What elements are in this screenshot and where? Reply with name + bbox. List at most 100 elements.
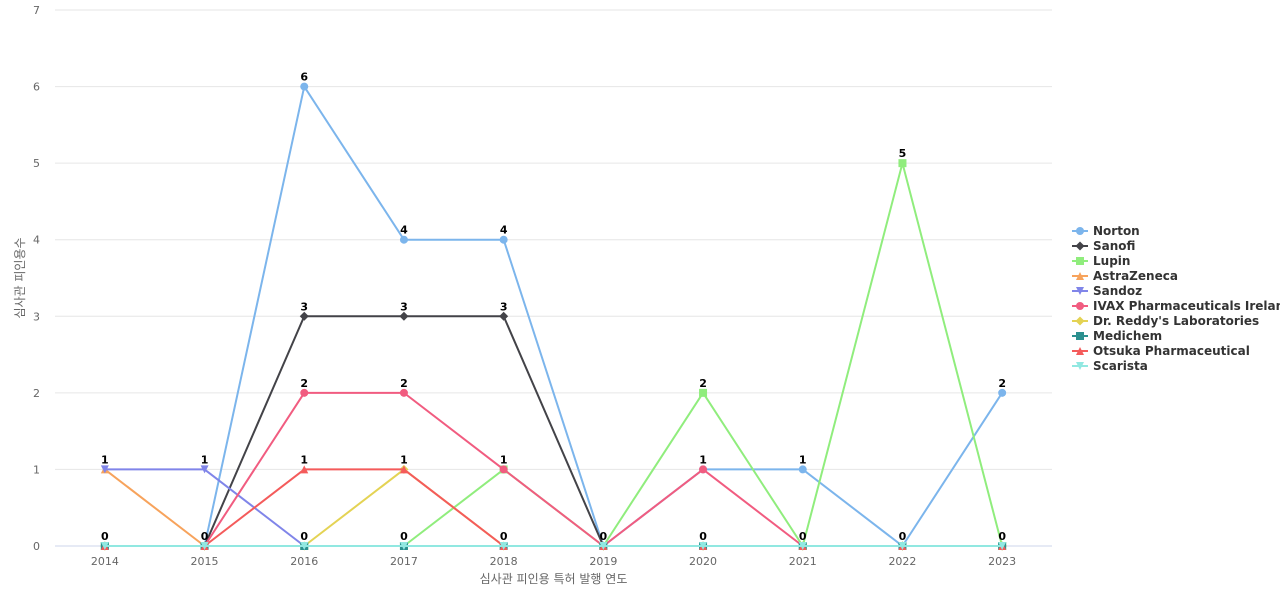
data-point[interactable] bbox=[399, 542, 408, 550]
series-lupin bbox=[100, 159, 1007, 550]
legend-item-astrazeneca[interactable]: AstraZeneca bbox=[1072, 269, 1178, 283]
legend-label: Lupin bbox=[1093, 254, 1130, 268]
data-point[interactable] bbox=[699, 388, 708, 397]
data-point[interactable] bbox=[399, 235, 408, 244]
data-point[interactable] bbox=[499, 465, 508, 474]
data-point[interactable] bbox=[798, 542, 807, 550]
y-tick-label: 4 bbox=[33, 234, 40, 247]
data-point[interactable] bbox=[200, 542, 209, 550]
legend-item-scarista[interactable]: Scarista bbox=[1072, 359, 1148, 373]
data-point[interactable] bbox=[100, 542, 109, 550]
legend-item-norton[interactable]: Norton bbox=[1072, 224, 1140, 238]
data-point[interactable] bbox=[100, 465, 109, 474]
legend-item-medichem[interactable]: Medichem bbox=[1072, 329, 1162, 343]
y-tick-label: 1 bbox=[33, 463, 40, 476]
y-tick-label: 0 bbox=[33, 540, 40, 553]
data-label: 0 bbox=[699, 530, 707, 543]
legend-label: Norton bbox=[1093, 224, 1140, 238]
legend-marker[interactable] bbox=[1076, 257, 1084, 265]
y-tick-label: 7 bbox=[33, 4, 40, 17]
data-label: 5 bbox=[899, 147, 907, 160]
series-lines bbox=[100, 82, 1007, 551]
legend-item-ivax-pharmaceuticals-ireland[interactable]: IVAX Pharmaceuticals Ireland bbox=[1072, 299, 1280, 313]
x-tick-label: 2015 bbox=[191, 555, 219, 568]
data-point[interactable] bbox=[898, 542, 907, 550]
data-label: 2 bbox=[998, 377, 1006, 390]
legend-marker[interactable] bbox=[1075, 316, 1085, 326]
legend-label: IVAX Pharmaceuticals Ireland bbox=[1093, 299, 1280, 313]
legend-marker[interactable] bbox=[1076, 287, 1084, 295]
data-point[interactable] bbox=[300, 542, 309, 550]
y-tick-label: 2 bbox=[33, 387, 40, 400]
data-point[interactable] bbox=[399, 465, 408, 474]
legend-marker[interactable] bbox=[1076, 362, 1084, 370]
legend-item-lupin[interactable]: Lupin bbox=[1072, 254, 1130, 268]
legend-marker[interactable] bbox=[1075, 241, 1085, 251]
legend-label: Otsuka Pharmaceutical bbox=[1093, 344, 1250, 358]
data-point[interactable] bbox=[200, 465, 209, 474]
data-point[interactable] bbox=[499, 542, 508, 550]
x-axis-title: 심사관 피인용 특허 발행 연도 bbox=[480, 571, 628, 586]
data-point[interactable] bbox=[998, 388, 1007, 397]
data-point[interactable] bbox=[699, 465, 708, 474]
data-point[interactable] bbox=[699, 542, 708, 550]
x-tick-label: 2021 bbox=[789, 555, 817, 568]
x-tick-label: 2019 bbox=[589, 555, 617, 568]
data-label: 0 bbox=[101, 530, 109, 543]
x-tick-label: 2018 bbox=[490, 555, 518, 568]
data-label: 4 bbox=[400, 224, 408, 237]
legend-item-otsuka-pharmaceutical[interactable]: Otsuka Pharmaceutical bbox=[1072, 344, 1250, 358]
data-label: 0 bbox=[799, 530, 807, 543]
data-label: 0 bbox=[201, 530, 209, 543]
data-point[interactable] bbox=[299, 311, 309, 321]
data-point[interactable] bbox=[300, 465, 309, 474]
legend-marker[interactable] bbox=[1076, 272, 1084, 280]
grid-lines bbox=[55, 9, 1052, 470]
legend-label: Scarista bbox=[1093, 359, 1148, 373]
legend-label: Dr. Reddy's Laboratories bbox=[1093, 314, 1259, 328]
data-label: 3 bbox=[400, 300, 408, 313]
x-tick-label: 2014 bbox=[91, 555, 119, 568]
legend-marker[interactable] bbox=[1076, 227, 1084, 235]
data-point[interactable] bbox=[300, 388, 309, 397]
data-label: 1 bbox=[101, 453, 109, 466]
legend-item-sandoz[interactable]: Sandoz bbox=[1072, 284, 1142, 298]
legend-marker[interactable] bbox=[1076, 302, 1084, 310]
data-label: 3 bbox=[300, 300, 308, 313]
data-label: 1 bbox=[799, 453, 807, 466]
data-point[interactable] bbox=[399, 311, 409, 321]
data-label: 4 bbox=[500, 224, 508, 237]
data-point[interactable] bbox=[599, 542, 608, 550]
data-label: 6 bbox=[300, 71, 308, 84]
data-point[interactable] bbox=[898, 159, 907, 168]
y-tick-label: 5 bbox=[33, 157, 40, 170]
legend-label: Medichem bbox=[1093, 329, 1162, 343]
data-point[interactable] bbox=[300, 82, 309, 91]
data-label: 1 bbox=[400, 453, 408, 466]
x-tick-label: 2023 bbox=[988, 555, 1016, 568]
legend-marker[interactable] bbox=[1076, 332, 1084, 340]
data-label: 1 bbox=[500, 453, 508, 466]
data-label: 2 bbox=[699, 377, 707, 390]
x-tick-label: 2016 bbox=[290, 555, 318, 568]
data-label: 0 bbox=[300, 530, 308, 543]
legend-item-dr-reddy-s-laboratories[interactable]: Dr. Reddy's Laboratories bbox=[1072, 314, 1259, 328]
data-point[interactable] bbox=[499, 311, 509, 321]
legend-marker[interactable] bbox=[1076, 347, 1084, 355]
data-label: 1 bbox=[300, 453, 308, 466]
data-label: 1 bbox=[699, 453, 707, 466]
data-label: 2 bbox=[400, 377, 408, 390]
data-point[interactable] bbox=[499, 235, 508, 244]
series-sanofi bbox=[100, 311, 1007, 551]
data-label: 0 bbox=[899, 530, 907, 543]
legend-item-sanofi[interactable]: Sanofi bbox=[1072, 239, 1135, 253]
legend-label: Sandoz bbox=[1093, 284, 1142, 298]
legend-label: Sanofi bbox=[1093, 239, 1135, 253]
data-point[interactable] bbox=[998, 542, 1007, 550]
data-point[interactable] bbox=[798, 465, 807, 474]
series-scarista bbox=[100, 542, 1007, 550]
series-line-norton bbox=[104, 85, 1003, 547]
data-point[interactable] bbox=[399, 388, 408, 397]
